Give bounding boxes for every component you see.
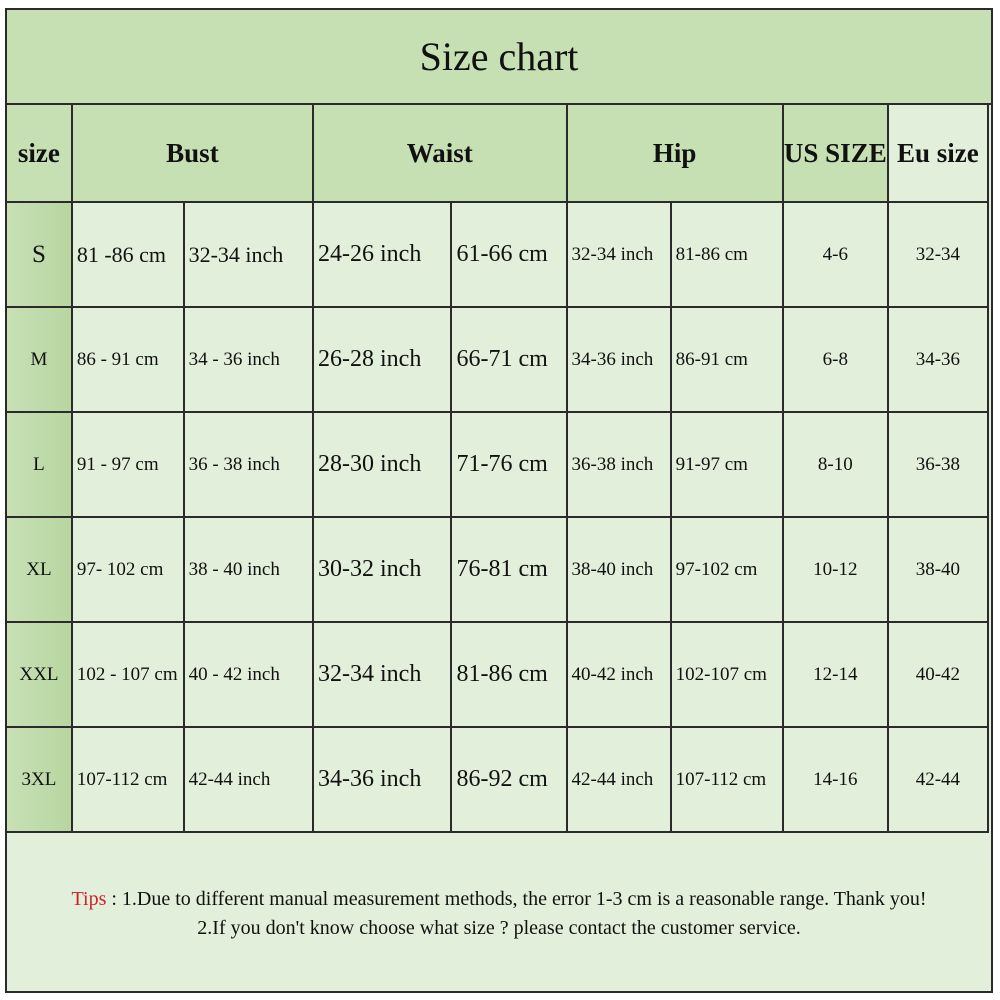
cell-eu: 40-42 (886, 621, 990, 728)
table-row: S 81 -86 cm 32-34 inch 24-26 inch 61-66 cm 32… (5, 201, 990, 308)
cell-size: 3XL (5, 726, 73, 833)
cell-hip-cm: 107-112 cm (669, 726, 784, 833)
header-us-size: US SIZE (781, 103, 889, 203)
cell-eu: 38-40 (886, 516, 990, 623)
table-row: 3XL 107-112 cm 42-44 inch 34-36 inch 86-92 c… (5, 726, 990, 833)
cell-bust-cm: 102 - 107 cm (70, 621, 185, 728)
cell-hip-cm: 91-97 cm (669, 411, 784, 518)
table-row: XXL 102 - 107 cm 40 - 42 inch 32-34 inch 81-… (5, 621, 990, 728)
cell-size: L (5, 411, 73, 518)
cell-us: 8-10 (781, 411, 889, 518)
header-hip: Hip (565, 103, 784, 203)
cell-hip-in: 36-38 inch (565, 411, 672, 518)
cell-bust-cm: 91 - 97 cm (70, 411, 185, 518)
cell-bust-in: 34 - 36 inch (182, 306, 315, 413)
cell-us: 4-6 (781, 201, 889, 308)
tips-label: Tips (71, 888, 107, 910)
table-row: L 91 - 97 cm 36 - 38 inch 28-30 inch 71-76 c… (5, 411, 990, 518)
cell-waist-cm: 66-71 cm (450, 306, 568, 413)
cell-bust-in: 38 - 40 inch (182, 516, 315, 623)
cell-hip-in: 34-36 inch (565, 306, 672, 413)
cell-bust-cm: 97- 102 cm (70, 516, 185, 623)
cell-us: 12-14 (781, 621, 889, 728)
cell-size: S (5, 201, 73, 308)
table-row: XL 97- 102 cm 38 - 40 inch 30-32 inch 76-81 … (5, 516, 990, 623)
cell-hip-cm: 86-91 cm (669, 306, 784, 413)
size-chart: Size chart size Bust Waist Hip US SIZE E… (5, 8, 993, 993)
table-row: M 86 - 91 cm 34 - 36 inch 26-28 inch 66-71 c… (5, 306, 990, 413)
cell-bust-cm: 107-112 cm (70, 726, 185, 833)
chart-title: Size chart (7, 10, 991, 105)
header-eu-size: Eu size (886, 103, 990, 203)
header-bust: Bust (70, 103, 315, 203)
cell-us: 10-12 (781, 516, 889, 623)
cell-eu: 42-44 (886, 726, 990, 833)
cell-bust-cm: 86 - 91 cm (70, 306, 185, 413)
cell-us: 6-8 (781, 306, 889, 413)
tips-line-1: : 1.Due to different manual measurement … (106, 888, 927, 910)
cell-waist-in: 34-36 inch (312, 726, 453, 833)
cell-hip-in: 42-44 inch (565, 726, 672, 833)
cell-waist-in: 24-26 inch (312, 201, 453, 308)
cell-hip-cm: 102-107 cm (669, 621, 784, 728)
cell-bust-in: 36 - 38 inch (182, 411, 315, 518)
header-waist: Waist (312, 103, 568, 203)
cell-size: XL (5, 516, 73, 623)
header-size: size (5, 103, 73, 203)
cell-bust-in: 32-34 inch (182, 201, 315, 308)
cell-eu: 32-34 (886, 201, 990, 308)
cell-hip-in: 38-40 inch (565, 516, 672, 623)
cell-waist-cm: 71-76 cm (450, 411, 568, 518)
size-table: size Bust Waist Hip US SIZE Eu size S 81 … (5, 103, 990, 833)
cell-size: XXL (5, 621, 73, 728)
cell-bust-cm: 81 -86 cm (70, 201, 185, 308)
cell-us: 14-16 (781, 726, 889, 833)
cell-hip-cm: 97-102 cm (669, 516, 784, 623)
cell-waist-cm: 81-86 cm (450, 621, 568, 728)
tips-section: Tips : 1.Due to different manual measure… (7, 855, 991, 991)
cell-waist-in: 26-28 inch (312, 306, 453, 413)
cell-waist-cm: 86-92 cm (450, 726, 568, 833)
cell-bust-in: 42-44 inch (182, 726, 315, 833)
cell-size: M (5, 306, 73, 413)
header-row: size Bust Waist Hip US SIZE Eu size (5, 103, 990, 203)
tips-line-2: 2.If you don't know choose what size ? p… (197, 917, 801, 939)
cell-waist-cm: 61-66 cm (450, 201, 568, 308)
cell-waist-in: 30-32 inch (312, 516, 453, 623)
cell-hip-in: 40-42 inch (565, 621, 672, 728)
cell-bust-in: 40 - 42 inch (182, 621, 315, 728)
cell-hip-in: 32-34 inch (565, 201, 672, 308)
cell-eu: 34-36 (886, 306, 990, 413)
cell-eu: 36-38 (886, 411, 990, 518)
cell-waist-cm: 76-81 cm (450, 516, 568, 623)
cell-hip-cm: 81-86 cm (669, 201, 784, 308)
cell-waist-in: 28-30 inch (312, 411, 453, 518)
cell-waist-in: 32-34 inch (312, 621, 453, 728)
